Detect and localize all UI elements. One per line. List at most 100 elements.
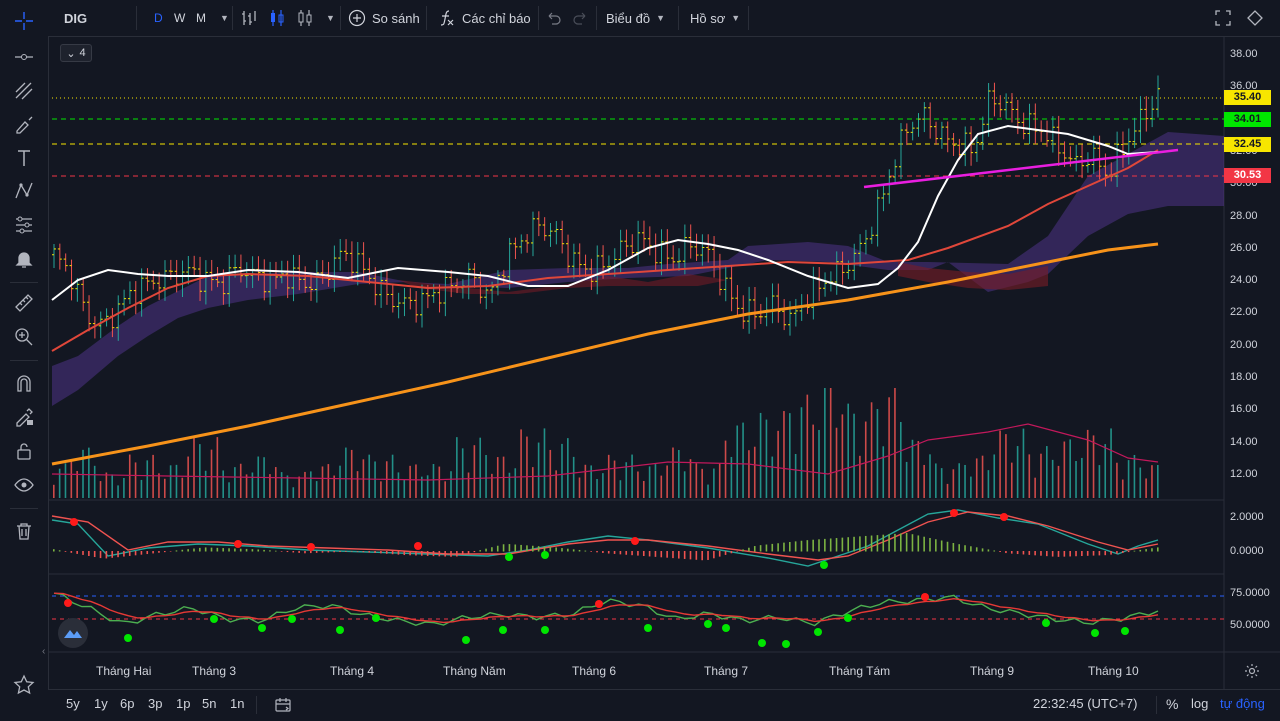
ma20-white[interactable] <box>51 124 1159 301</box>
compare-button[interactable]: So sánh <box>348 0 420 36</box>
toolbar-separator <box>748 6 749 30</box>
volume-bar <box>958 463 960 498</box>
chevron-left-icon[interactable]: ‹ <box>42 646 46 657</box>
chart-type-dropdown[interactable]: ▼ <box>320 0 335 36</box>
macd-histogram-bar <box>181 549 184 552</box>
macd-histogram-bar <box>794 541 797 552</box>
profile-menu-button[interactable]: Hồ sơ ▼ <box>690 0 740 36</box>
bar-style-icon[interactable] <box>240 0 258 36</box>
range-6m[interactable]: 6p <box>120 696 135 711</box>
macd-histogram-bar <box>99 551 102 559</box>
chevron-down-icon: ▼ <box>326 13 335 23</box>
range-5y[interactable]: 5y <box>66 696 80 711</box>
ma200-orange[interactable] <box>51 242 1159 466</box>
buy-signal-dot <box>541 626 549 634</box>
interval-d[interactable]: D <box>154 11 163 25</box>
macd-histogram-bar <box>864 535 867 552</box>
interval-w[interactable]: W <box>174 11 186 25</box>
indicators-button[interactable]: Các chỉ báo <box>438 0 531 36</box>
prediction-icon[interactable] <box>8 210 40 240</box>
rsi-line <box>53 592 1159 627</box>
sell-signal-dot <box>595 600 603 608</box>
settings-gear-icon[interactable] <box>1244 663 1260 682</box>
macd-histogram-bar <box>479 550 482 552</box>
volume-bar <box>169 465 172 498</box>
macd-histogram-bar <box>531 545 534 552</box>
symbol-name[interactable]: DIG <box>64 10 88 26</box>
range-1m[interactable]: 1p <box>176 696 191 711</box>
macd-histogram-bar <box>993 550 996 552</box>
volume-bar <box>304 471 306 498</box>
volume-bar <box>824 388 826 498</box>
undo-icon[interactable] <box>546 0 562 36</box>
rsi-axis-label: 50.0000 <box>1230 619 1270 631</box>
volume-bar <box>1104 444 1107 498</box>
macd-histogram-bar <box>876 535 879 552</box>
macd-histogram-bar <box>257 549 260 552</box>
plus-circle-icon <box>348 9 366 27</box>
range-1d[interactable]: 1n <box>230 696 245 711</box>
interval-m[interactable]: M <box>196 11 206 25</box>
screenshot-icon[interactable] <box>1246 0 1264 36</box>
brush-icon[interactable] <box>8 110 40 140</box>
trendline-magenta[interactable] <box>863 148 1179 189</box>
chart-menu-button[interactable]: Biểu đồ ▼ <box>606 0 665 36</box>
trash-icon[interactable] <box>8 516 40 546</box>
candles-style-icon[interactable] <box>268 0 286 36</box>
volume-bar <box>1151 465 1153 498</box>
range-3m[interactable]: 3p <box>148 696 163 711</box>
macd-histogram-bar <box>537 546 540 552</box>
macd-histogram-bar <box>970 546 972 552</box>
volume-bar <box>847 403 850 498</box>
star-favorites-icon[interactable] <box>8 670 40 700</box>
date-range-icon[interactable] <box>274 696 292 717</box>
chart-area[interactable]: ⌄ 4 38.0036.0034.0032.0030.0028.0026.002… <box>42 36 1280 689</box>
crosshair-icon[interactable] <box>8 6 40 36</box>
trend-line-icon[interactable] <box>8 42 40 72</box>
magnet-icon[interactable] <box>8 368 40 398</box>
volume-bar <box>1092 435 1095 498</box>
ma50-red[interactable] <box>51 149 1159 352</box>
price-tag-green: 34.01 <box>1224 112 1271 127</box>
log-toggle[interactable]: log <box>1191 696 1209 711</box>
interval-dropdown[interactable]: ▼ <box>214 0 229 36</box>
volume-bar <box>602 473 604 498</box>
legend-toggle[interactable]: ⌄ 4 <box>60 44 92 62</box>
range-5d[interactable]: 5n <box>202 696 217 711</box>
clock-timezone[interactable]: 22:32:45 (UTC+7) <box>1033 696 1138 711</box>
volume-bar <box>321 466 324 498</box>
price-chart[interactable] <box>48 36 1280 689</box>
percent-toggle[interactable]: % <box>1166 696 1179 712</box>
zoom-in-icon[interactable] <box>8 322 40 352</box>
macd-histogram-bar <box>759 545 762 552</box>
fullscreen-icon[interactable] <box>1214 0 1232 36</box>
text-icon[interactable] <box>8 143 40 173</box>
macd-histogram-bar <box>999 551 1001 553</box>
fib-tools-icon[interactable] <box>8 76 40 106</box>
volume-bar <box>578 477 581 498</box>
ruler-icon[interactable] <box>8 288 40 318</box>
volume-bar <box>543 428 546 498</box>
macd-histogram-bar <box>899 533 902 552</box>
range-1y[interactable]: 1y <box>94 696 108 711</box>
macd-histogram-bar <box>1040 551 1042 556</box>
redo-icon[interactable] <box>572 0 588 36</box>
pattern-icon[interactable] <box>8 176 40 206</box>
volume-bar <box>216 437 219 498</box>
auto-scale-toggle[interactable]: tự động <box>1220 696 1265 711</box>
eye-icon[interactable] <box>8 470 40 500</box>
lock-drawing-icon[interactable] <box>8 402 40 432</box>
price-axis-label: 14.00 <box>1230 435 1258 448</box>
macd-histogram-bar <box>286 551 289 553</box>
unlock-icon[interactable] <box>8 436 40 466</box>
macd-histogram-bar <box>473 551 476 553</box>
hollow-candles-icon[interactable] <box>296 0 314 36</box>
volume-bar <box>923 464 925 498</box>
price-axis-label: 38.00 <box>1230 48 1258 60</box>
alert-bell-icon[interactable] <box>8 244 40 274</box>
volume-bar <box>894 388 896 498</box>
macd-histogram-bar <box>1116 551 1118 554</box>
volume-bar <box>1028 454 1031 498</box>
macd-axis-label: 2.0000 <box>1230 511 1264 523</box>
volume-bar <box>841 414 844 498</box>
